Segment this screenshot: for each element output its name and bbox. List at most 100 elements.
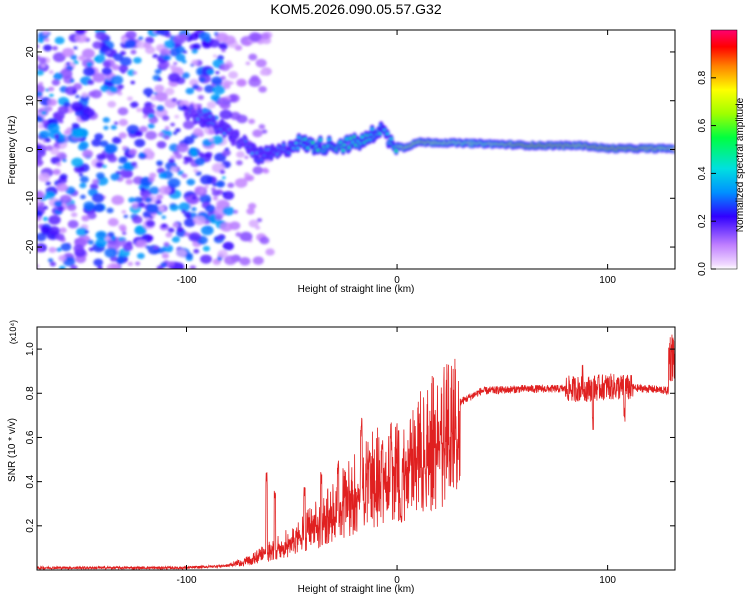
noise-blob — [96, 172, 105, 179]
noise-blob — [220, 63, 230, 72]
y-tick-label: 0.8 — [25, 386, 36, 400]
noise-blob — [143, 87, 154, 96]
spectrogram-xlabel: Height of straight line (km) — [298, 284, 415, 295]
noise-blob — [144, 36, 155, 44]
noise-blob — [107, 100, 117, 108]
noise-blob — [143, 42, 152, 49]
noise-blob — [50, 156, 61, 165]
noise-blob — [91, 138, 102, 147]
noise-blob — [193, 248, 200, 254]
noise-blob — [72, 60, 79, 65]
noise-blob — [53, 72, 64, 81]
noise-blob — [130, 101, 139, 108]
noise-blob — [37, 246, 43, 253]
noise-blob — [92, 72, 106, 83]
noise-blob — [222, 206, 235, 216]
noise-blob — [110, 173, 121, 181]
noise-blob — [134, 130, 143, 137]
noise-blob — [173, 34, 186, 45]
snr-series-line — [37, 334, 675, 570]
noise-blob — [138, 36, 144, 41]
noise-blob — [259, 69, 268, 76]
noise-blob — [248, 118, 256, 125]
y-tick-label: 0.4 — [25, 474, 36, 488]
noise-blob — [70, 101, 84, 112]
noise-blob — [92, 41, 103, 50]
noise-blob — [219, 109, 233, 120]
noise-blob — [168, 158, 175, 164]
noise-blob — [93, 203, 105, 213]
ridge-core — [303, 137, 307, 141]
noise-blob — [58, 255, 67, 262]
noise-blob — [123, 214, 129, 219]
noise-blob — [211, 135, 224, 145]
ridge-core — [287, 151, 291, 155]
noise-blob — [119, 50, 126, 56]
noise-blob — [145, 219, 156, 228]
noise-blob — [185, 87, 195, 95]
noise-blob — [204, 151, 213, 158]
noise-blob — [79, 182, 87, 189]
noise-blob — [77, 143, 88, 151]
colorbar: 0.0 0.2 0.4 0.6 0.8 Normalized spectral ampl… — [697, 29, 746, 276]
noise-blob — [239, 256, 251, 266]
noise-blob — [52, 45, 58, 51]
noise-blob — [220, 222, 233, 232]
noise-blob — [37, 144, 42, 151]
noise-blob — [167, 178, 181, 188]
noise-blob — [101, 67, 113, 76]
noise-blob — [196, 103, 203, 108]
noise-blob — [146, 203, 159, 214]
noise-blob — [137, 202, 146, 208]
noise-blob — [37, 44, 40, 48]
noise-blob — [221, 176, 226, 180]
noise-blob — [105, 143, 118, 154]
noise-blob — [157, 77, 162, 82]
noise-blob — [176, 226, 184, 233]
noise-blob — [45, 145, 54, 151]
noise-blob — [139, 152, 146, 158]
noise-blob — [52, 52, 66, 63]
noise-blob — [198, 76, 206, 83]
ridge-core — [269, 155, 273, 159]
noise-blob — [67, 220, 79, 229]
noise-blob — [86, 61, 93, 67]
noise-blob — [156, 160, 164, 166]
ridge-core — [235, 132, 239, 136]
noise-blob — [128, 197, 136, 203]
y-tick-label: 0 — [25, 146, 36, 152]
noise-blob — [111, 64, 120, 71]
noise-blob — [172, 131, 178, 135]
noise-blob — [191, 207, 197, 212]
noise-blob — [153, 245, 159, 250]
noise-blob — [37, 232, 47, 242]
noise-blob — [190, 150, 198, 157]
noise-blob — [212, 54, 217, 58]
noise-blob — [252, 166, 264, 175]
noise-blob — [222, 83, 231, 90]
noise-blob — [73, 46, 78, 50]
noise-blob — [145, 130, 157, 140]
noise-blob — [215, 180, 226, 188]
noise-blob — [76, 227, 88, 237]
ridge-core — [369, 133, 373, 136]
noise-blob — [178, 202, 191, 212]
noise-blob — [152, 53, 158, 59]
noise-blob — [183, 136, 195, 145]
noise-blob — [78, 173, 84, 177]
noise-blob — [163, 135, 170, 140]
noise-blob — [121, 210, 127, 214]
ridge-core — [385, 132, 389, 136]
snr-ylabel: SNR (10 * v/v) — [7, 418, 18, 482]
snr-xlabel: Height of straight line (km) — [298, 584, 415, 595]
noise-blob — [81, 48, 95, 59]
noise-blob — [122, 231, 127, 235]
noise-blob — [78, 55, 86, 61]
noise-blob — [104, 247, 118, 258]
noise-blob — [192, 196, 197, 200]
noise-blob — [47, 258, 54, 263]
noise-blob — [40, 63, 46, 68]
noise-blob — [96, 153, 106, 161]
